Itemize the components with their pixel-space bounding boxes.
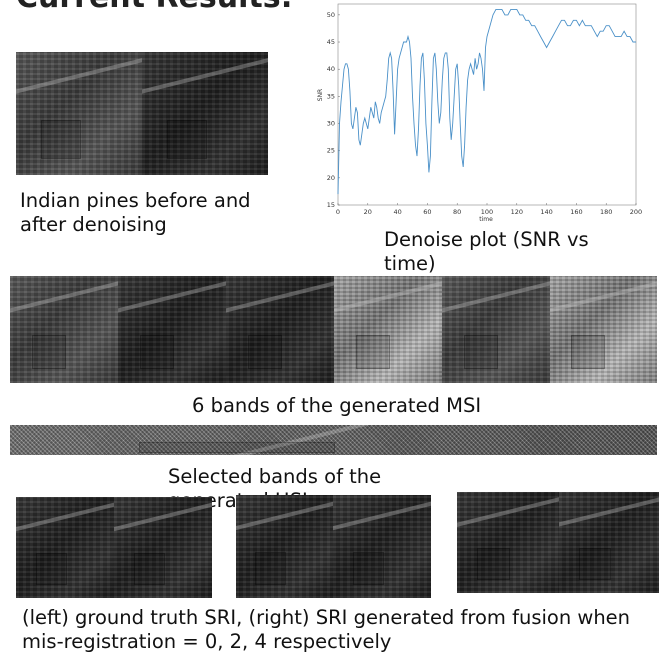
- indian-pines-before-image: [16, 52, 142, 175]
- x-tick-label: 100: [481, 208, 493, 216]
- x-tick-label: 20: [364, 208, 372, 216]
- y-tick-label: 40: [327, 65, 335, 73]
- x-tick-label: 180: [600, 208, 612, 216]
- msi-band-1-image: [10, 276, 118, 383]
- fusion-0-ground-truth-image: [16, 497, 114, 598]
- x-tick-label: 200: [630, 208, 642, 216]
- msi-band-2-image: [118, 276, 226, 383]
- x-axis-label: time: [479, 216, 493, 222]
- msi-band-4-image: [334, 276, 442, 383]
- y-tick-label: 25: [327, 147, 335, 155]
- y-tick-label: 45: [327, 38, 335, 46]
- y-tick-label: 50: [327, 11, 335, 19]
- y-tick-label: 15: [327, 201, 335, 209]
- fusion-0-generated-image: [114, 497, 212, 598]
- fusion-2-ground-truth-image: [236, 495, 333, 598]
- indian-pines-caption: Indian pines before and after denoising: [20, 189, 251, 236]
- fusion-4-generated-image: [559, 492, 659, 593]
- y-tick-label: 20: [327, 174, 335, 182]
- msi-band-3-image: [226, 276, 334, 383]
- y-axis-label: SNR: [317, 89, 324, 101]
- fusion-2-generated-image: [333, 495, 431, 598]
- fusion-caption: (left) ground truth SRI, (right) SRI gen…: [22, 606, 631, 653]
- indian-pines-after-image: [142, 52, 268, 175]
- snr-series-line: [337, 8, 636, 195]
- hsi-bands-strip-image: [10, 425, 657, 455]
- y-tick-label: 35: [327, 92, 335, 100]
- x-tick-label: 80: [453, 208, 461, 216]
- x-tick-label: 160: [570, 208, 582, 216]
- fusion-4-ground-truth-image: [457, 492, 559, 593]
- x-tick-label: 40: [393, 208, 401, 216]
- x-tick-label: 60: [423, 208, 431, 216]
- y-tick-label: 30: [327, 120, 335, 128]
- x-tick-label: 120: [511, 208, 523, 216]
- msi-band-6-image: [550, 276, 657, 383]
- msi-caption: 6 bands of the generated MSI: [192, 394, 482, 417]
- denoise-plot-caption: Denoise plot (SNR vs time): [384, 228, 589, 275]
- snr-vs-time-chart: 0 20 40 60 80 100 120 140 160 180 200 15 20 25 30 35 40 4…: [312, 0, 648, 222]
- msi-band-5-image: [442, 276, 550, 383]
- slide-title: Current Results:: [16, 0, 293, 15]
- x-tick-label: 140: [540, 208, 552, 216]
- x-tick-label: 0: [336, 208, 340, 216]
